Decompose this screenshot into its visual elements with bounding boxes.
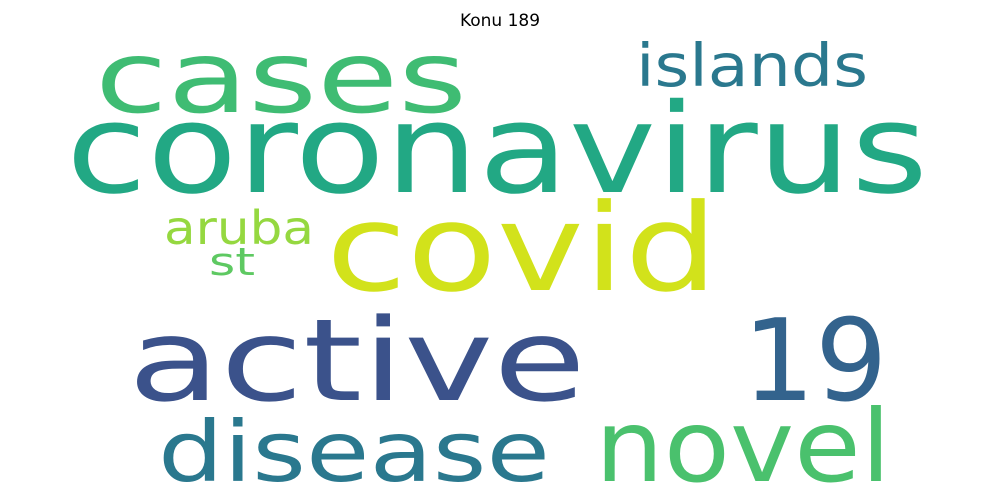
word-active: active bbox=[128, 294, 586, 427]
word-cases: cases bbox=[95, 19, 467, 136]
word-covid: covid bbox=[326, 178, 718, 319]
word-islands: islands bbox=[636, 31, 868, 100]
word-aruba: aruba bbox=[164, 201, 314, 255]
word-19: 19 bbox=[743, 295, 888, 427]
word-st: st bbox=[209, 240, 255, 284]
word-coronavirus: coronavirus bbox=[66, 78, 928, 222]
word-disease: disease bbox=[158, 403, 550, 500]
figure-title: Konu 189 bbox=[459, 11, 541, 31]
word-novel: novel bbox=[595, 388, 891, 500]
